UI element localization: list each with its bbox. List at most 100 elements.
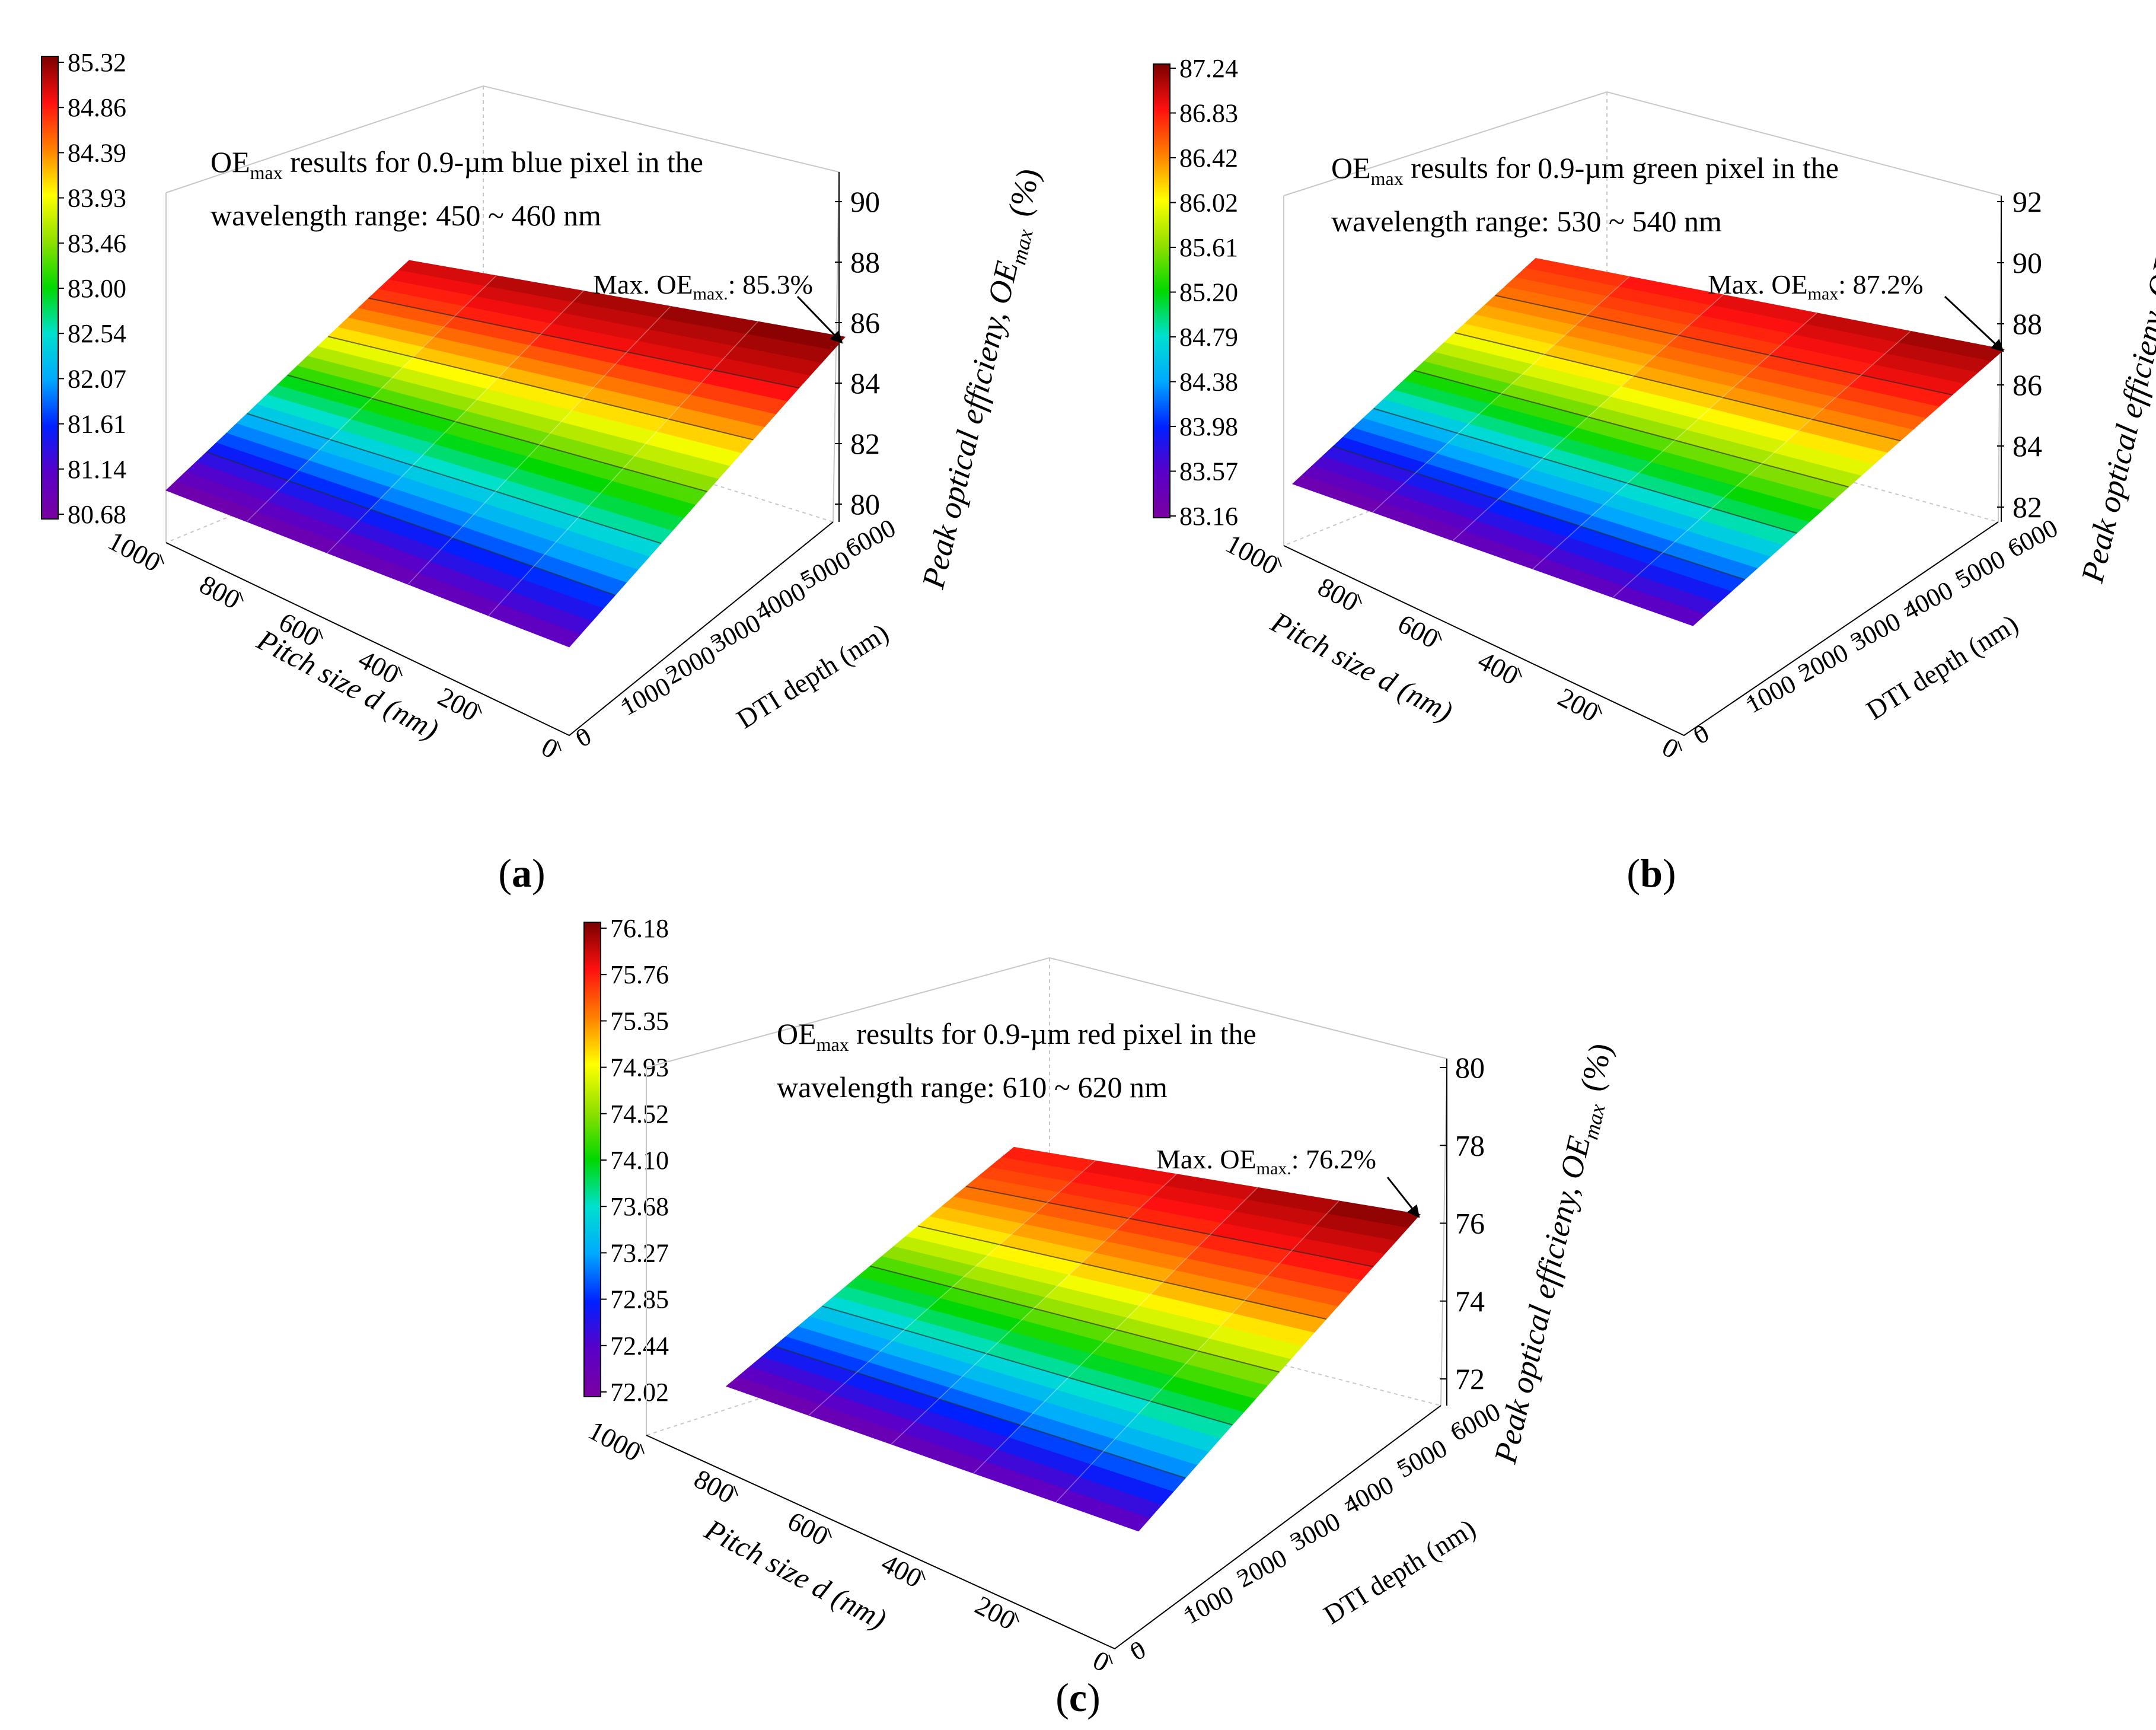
colorbar-tick-label: 85.32 <box>68 48 126 77</box>
x-tick-label: 600 <box>1393 608 1443 654</box>
colorbar-tick: 83.98 <box>1170 412 1238 441</box>
z-tick: 74 <box>1440 1285 1485 1318</box>
z-tick-label: 88 <box>2013 307 2042 340</box>
y-tick: 2000 <box>661 640 720 690</box>
y-tick: 3000 <box>706 608 766 658</box>
colorbar-tick-label: 82.07 <box>68 364 126 393</box>
y-tick: 5000 <box>796 545 856 595</box>
colorbar-tick: 86.42 <box>1170 144 1238 173</box>
z-tick: 92 <box>1997 185 2042 218</box>
surface-mesh-line <box>891 1174 1177 1445</box>
colorbar-tick: 85.32 <box>58 48 126 77</box>
z-tick: 82 <box>1997 490 2042 524</box>
y-tick: 4000 <box>1898 575 1958 626</box>
colorbar-tick-label: 83.98 <box>1179 412 1238 441</box>
colorbar-tick: 85.61 <box>1170 233 1238 262</box>
colorbar-tick: 87.24 <box>1170 54 1238 83</box>
surface-plot <box>1292 258 2005 626</box>
z-tick: 80 <box>835 488 880 521</box>
y-tick: 1000 <box>616 671 676 722</box>
x-tick: 0 <box>1088 1645 1114 1678</box>
surface-contour <box>965 1186 1374 1267</box>
colorbar-ticks: 85.32 84.86 84.39 83.93 83.46 83.00 82.54 82.07… <box>58 48 126 529</box>
annotation-line1: OEmax results for 0.9-µm green pixel in … <box>1331 151 1839 189</box>
x-tick: 600 <box>1393 608 1443 654</box>
surface-contour <box>287 374 707 492</box>
panel-label-letter: a <box>512 850 532 896</box>
surface-contour <box>1414 369 1849 488</box>
x-tick: 400 <box>876 1547 927 1593</box>
y-tick-label: 1000 <box>1179 1580 1239 1630</box>
y-tick-label: 2000 <box>1232 1543 1292 1594</box>
z-tick-label: 76 <box>1455 1207 1485 1240</box>
y-tick: 2000 <box>1232 1543 1292 1594</box>
y-tick-label: 0 <box>1689 718 1714 750</box>
colorbar-tick-label: 80.68 <box>68 500 126 529</box>
annotation-text1: results for 0.9-µm green pixel in the <box>1404 151 1839 184</box>
colorbar-tick-label: 83.16 <box>1179 502 1238 531</box>
surface-contour <box>870 1265 1280 1373</box>
colorbar-tick: 85.20 <box>1170 278 1238 307</box>
max-label-prefix: Max. OE <box>1708 269 1808 300</box>
y-tick-label: 5000 <box>796 545 856 595</box>
z-tick: 82 <box>835 427 880 460</box>
colorbar-tick: 83.46 <box>58 229 126 258</box>
max-label-sub: max <box>1808 284 1839 304</box>
x-tick-label: 1000 <box>583 1415 646 1467</box>
annotation-line2: wavelength range: 450 ~ 460 nm <box>211 199 601 232</box>
panel-label-letter: b <box>1640 850 1663 896</box>
y-tick: 3000 <box>1286 1506 1345 1557</box>
annotation-sub: max <box>817 1034 849 1055</box>
annotation-prefix: OE <box>211 145 250 179</box>
colorbar-tick-label: 86.83 <box>1179 99 1238 128</box>
x-tick-label: 1000 <box>1221 528 1283 581</box>
z-axis-label: Peak optical efficieny, OEmax (%) <box>915 165 1051 593</box>
x-tick-label: 200 <box>970 1589 1020 1635</box>
x-tick: 1000 <box>583 1415 646 1467</box>
colorbar-tick: 83.16 <box>1170 502 1238 531</box>
panel-label: (b) <box>1626 850 1676 896</box>
colorbar-tick: 81.61 <box>58 410 126 439</box>
max-label-prefix: Max. OE <box>1156 1144 1256 1174</box>
colorbar-tick-label: 83.57 <box>1179 457 1238 486</box>
surface-contour <box>1455 332 1901 442</box>
x-axis-label: Pitch size d (nm) <box>251 623 444 746</box>
panel-label-letter: c <box>1069 1675 1087 1720</box>
surface-contour <box>1373 407 1797 534</box>
annotation-text1: results for 0.9-µm blue pixel in the <box>283 145 703 179</box>
colorbar-tick-label: 81.61 <box>68 410 126 439</box>
y-tick-label: 5000 <box>1392 1433 1452 1484</box>
panel-a: 85.32 84.86 84.39 83.93 83.46 83.00 82.54 82.07… <box>41 48 1051 896</box>
z-tick-label: 90 <box>2013 246 2042 279</box>
surface-plot <box>726 1146 1421 1532</box>
z-axis-label-unit: (%) <box>1573 1040 1619 1094</box>
x-tick-label: 0 <box>1088 1645 1114 1678</box>
annotation-line2: wavelength range: 530 ~ 540 nm <box>1331 205 1722 238</box>
colorbar-tick: 81.14 <box>58 455 126 484</box>
z-tick-label: 86 <box>2013 368 2042 402</box>
z-tick: 90 <box>1997 246 2042 279</box>
colorbar-tick: 83.00 <box>58 274 126 303</box>
colorbar-tick-label: 72.02 <box>610 1378 669 1407</box>
z-tick: 84 <box>1997 429 2042 463</box>
annotation-text1: results for 0.9-µm red pixel in the <box>849 1017 1256 1050</box>
colorbar-tick-label: 84.39 <box>68 138 126 167</box>
z-axis-label-sub: max <box>1578 1102 1609 1142</box>
annotation-prefix: OE <box>777 1017 817 1050</box>
colorbar-tick: 72.44 <box>601 1331 669 1361</box>
y-tick-label: 3000 <box>1846 607 1906 657</box>
z-tick-label: 80 <box>850 488 880 521</box>
x-tick-label: 1000 <box>103 525 165 578</box>
z-axis-label-main: Peak optical efficieny, OE <box>2074 252 2156 587</box>
colorbar-tick: 72.85 <box>601 1285 669 1314</box>
max-label: Max. OEmax: 87.2% <box>1708 269 1923 304</box>
y-tick-label: 0 <box>571 721 596 753</box>
colorbar-ticks: 87.24 86.83 86.42 86.02 85.61 85.20 84.79 84.38… <box>1170 54 1238 531</box>
colorbar: 85.32 84.86 84.39 83.93 83.46 83.00 82.54 82.07… <box>41 48 126 529</box>
colorbar-tick-label: 85.61 <box>1179 233 1238 262</box>
z-tick-label: 84 <box>2013 429 2042 463</box>
x-tick-label: 800 <box>194 569 245 614</box>
max-label-value: : 87.2% <box>1838 269 1923 300</box>
z-tick-label: 88 <box>850 246 880 279</box>
colorbar-tick: 73.68 <box>601 1192 669 1221</box>
